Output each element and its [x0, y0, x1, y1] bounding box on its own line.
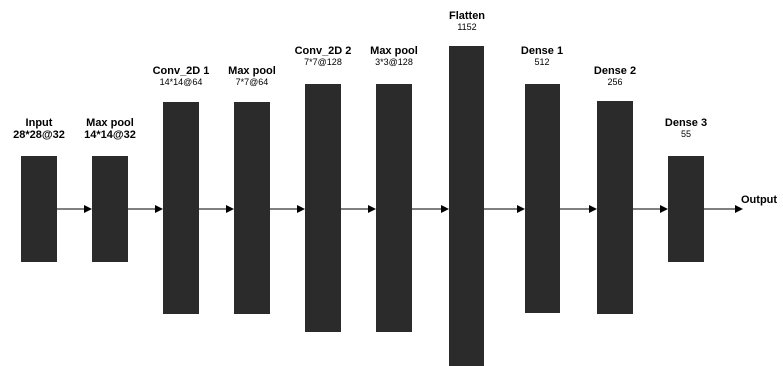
layer-dim: 55 [680, 128, 691, 139]
layer-dim: 28*28@32 [13, 128, 65, 141]
output-label: Output [741, 194, 778, 206]
layer-block-maxpool-3 [376, 84, 412, 332]
layer-dim: 256 [607, 76, 623, 87]
layer-block-input [21, 156, 57, 262]
layer-dim: 512 [534, 56, 550, 67]
layer-label-dense-1: Dense 1 512 [506, 45, 578, 67]
layer-name: Conv_2D 1 [152, 65, 210, 77]
layer-label-input: Input 28*28@32 [1, 117, 77, 141]
layer-name: Input [25, 117, 53, 129]
layer-label-flatten: Flatten 1152 [431, 10, 503, 32]
layer-label-dense-2: Dense 2 256 [579, 65, 651, 87]
layer-dim: 14*14@64 [159, 76, 203, 87]
layer-dim: 7*7@128 [304, 56, 342, 67]
layer-name: Conv_2D 2 [294, 45, 352, 57]
layer-name: Dense 1 [520, 45, 564, 57]
layer-dim: 14*14@32 [84, 128, 136, 141]
layer-block-flatten [449, 46, 484, 366]
layer-dim: 1152 [457, 21, 477, 32]
layer-block-dense-1 [525, 84, 560, 313]
layer-name: Flatten [448, 10, 486, 22]
layer-block-maxpool-2 [234, 102, 270, 314]
layer-dim: 3*3@128 [375, 56, 413, 67]
layer-name: Dense 3 [664, 117, 708, 129]
layer-name: Max pool [228, 65, 276, 77]
layer-label-conv2d-1: Conv_2D 1 14*14@64 [141, 65, 221, 87]
layer-block-dense-3 [668, 156, 704, 262]
layer-name: Max pool [370, 45, 418, 57]
layer-name: Dense 2 [593, 65, 637, 77]
layer-label-maxpool-1: Max pool 14*14@32 [72, 117, 148, 141]
layer-label-dense-3: Dense 3 55 [650, 117, 722, 139]
layer-label-maxpool-2: Max pool 7*7@64 [212, 65, 292, 87]
layer-name: Max pool [86, 117, 134, 129]
layer-label-maxpool-3: Max pool 3*3@128 [354, 45, 434, 67]
layer-block-conv2d-1 [163, 102, 199, 314]
layer-block-maxpool-1 [92, 156, 128, 262]
layer-block-dense-2 [597, 101, 633, 314]
layer-dim: 7*7@64 [235, 76, 269, 87]
layer-block-conv2d-2 [305, 84, 341, 332]
layer-label-conv2d-2: Conv_2D 2 7*7@128 [283, 45, 363, 67]
